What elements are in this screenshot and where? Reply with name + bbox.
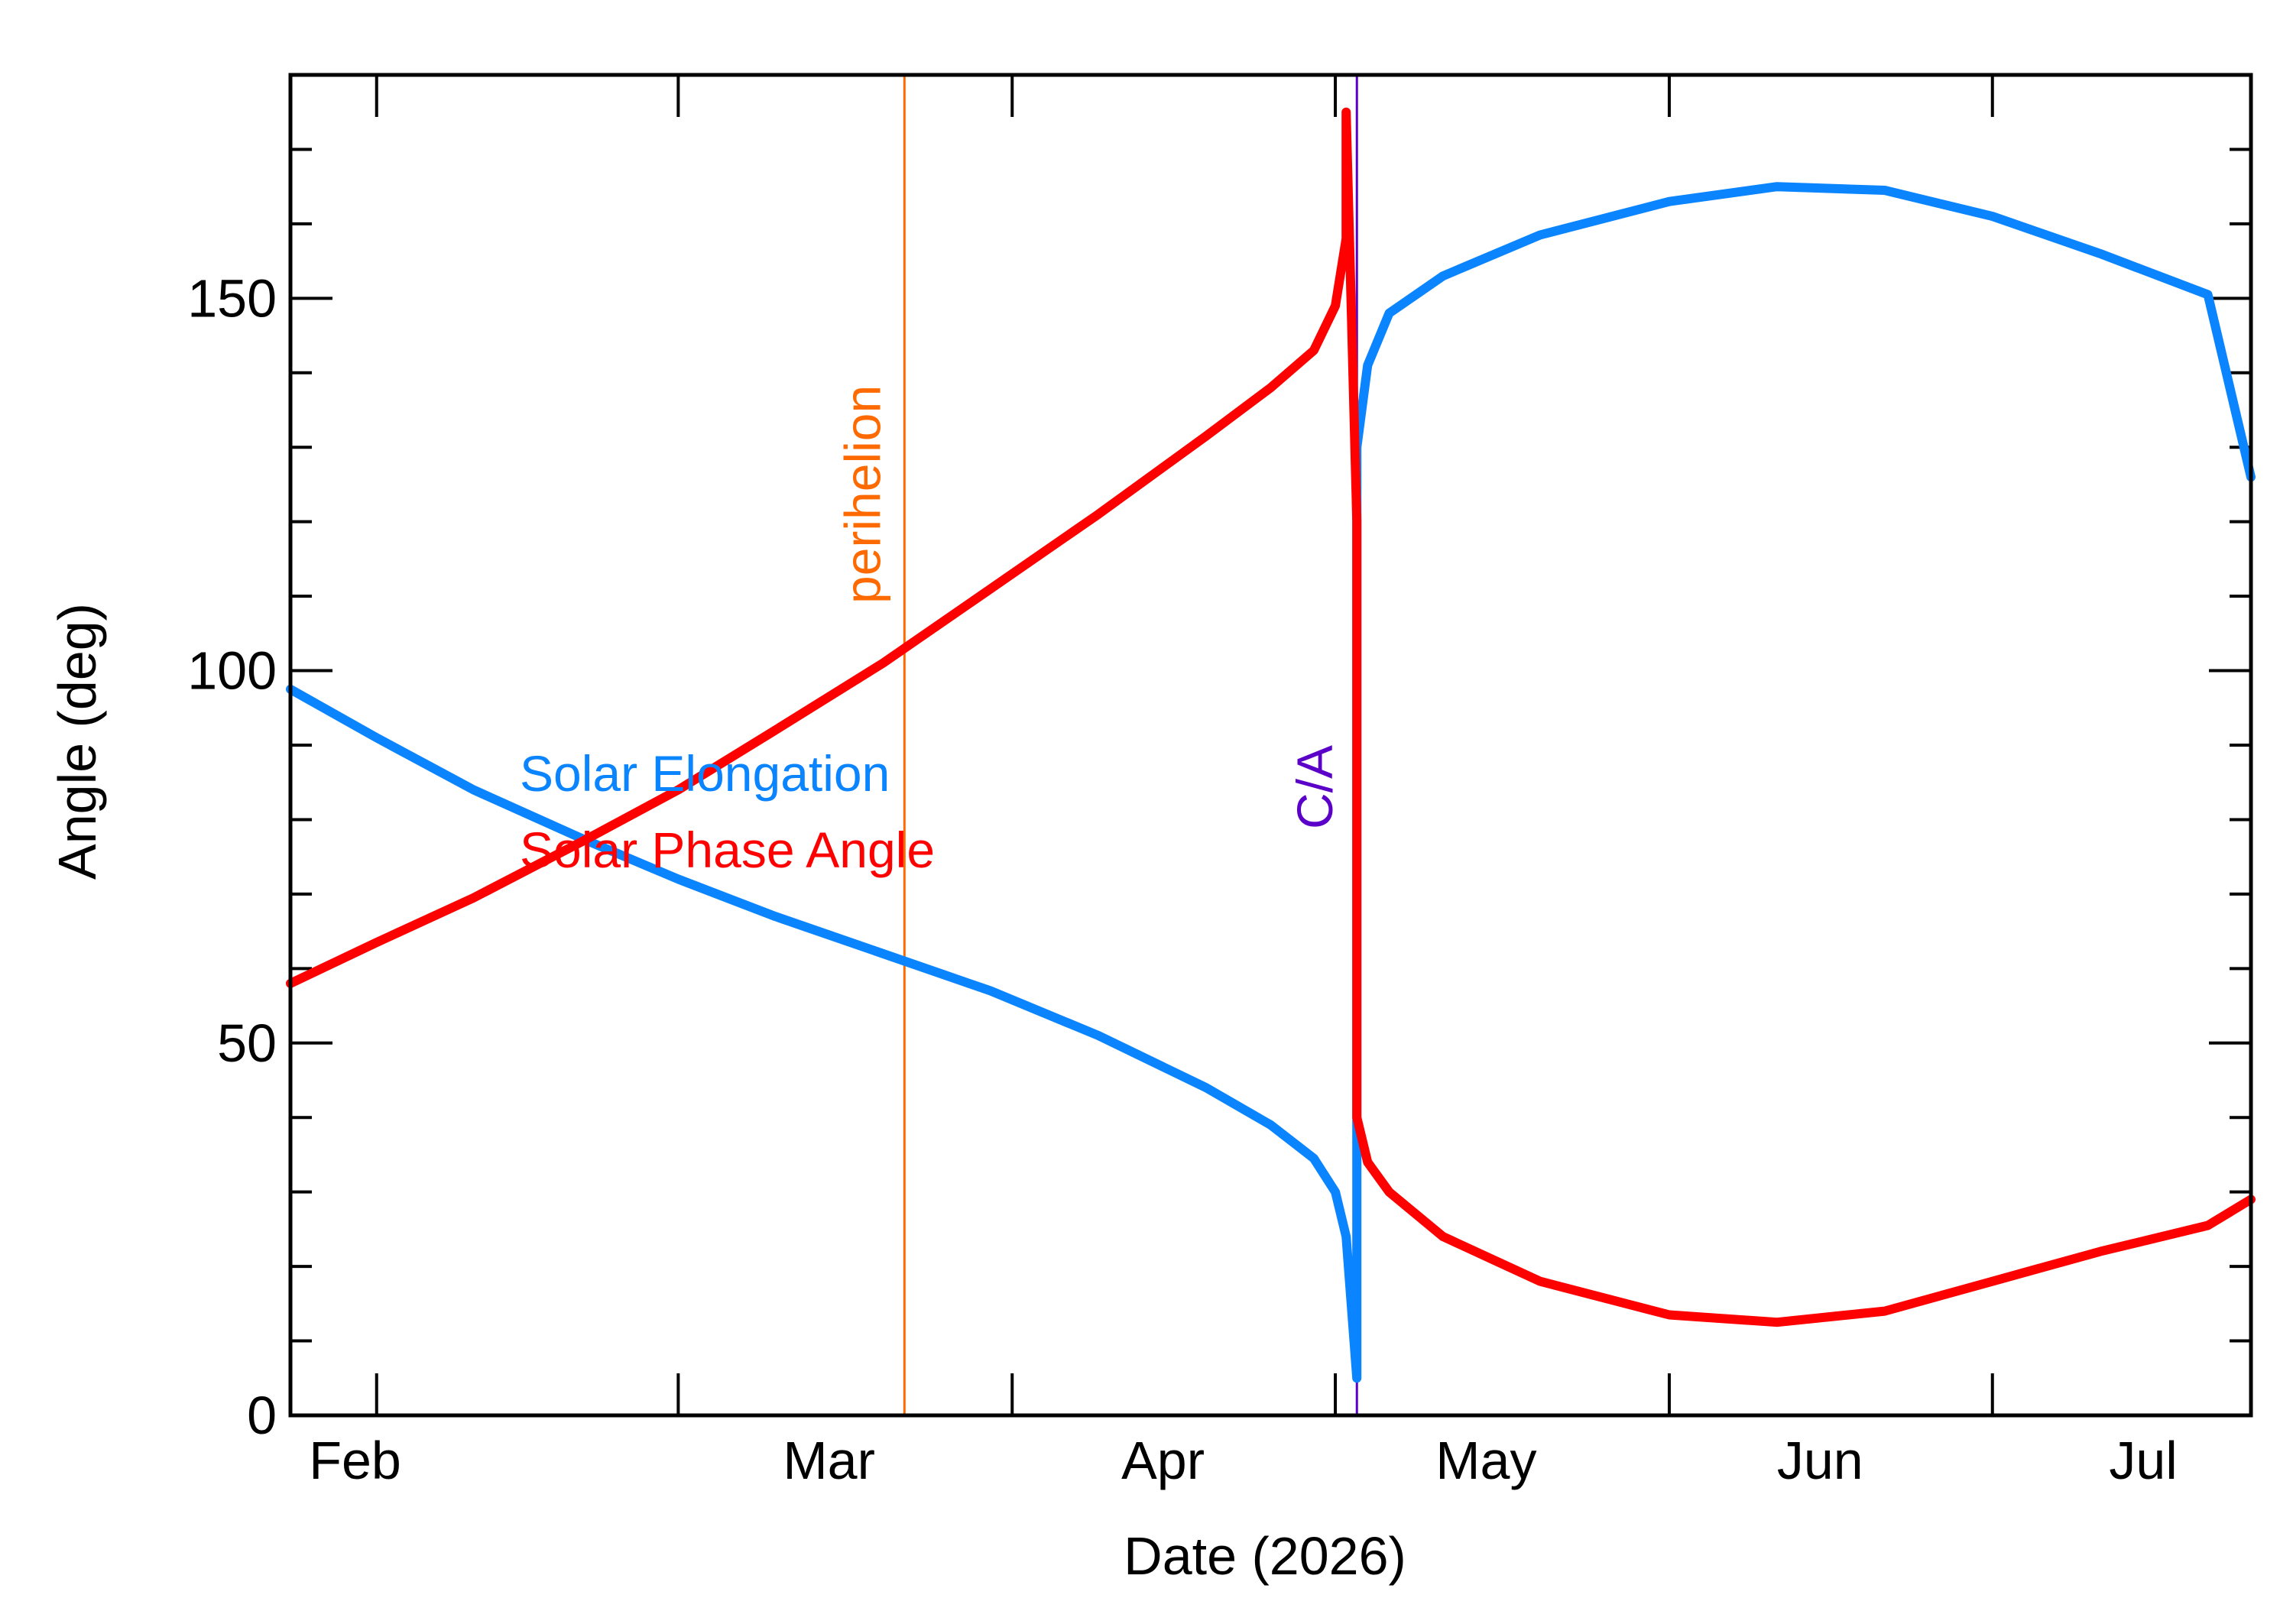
y-axis-title: Angle (deg) xyxy=(47,603,107,880)
x-tick-label: Jun xyxy=(1777,1431,1863,1490)
series-lines xyxy=(286,107,2256,1383)
x-tick-label: Mar xyxy=(783,1431,875,1490)
legend-entry-solar-phase-angle: Solar Phase Angle xyxy=(520,822,935,878)
x-tick-label: Jul xyxy=(2109,1431,2177,1490)
legend-entry-solar-elongation: Solar Elongation xyxy=(520,745,890,802)
y-tick-label: 150 xyxy=(187,268,277,328)
x-tick-label: May xyxy=(1435,1431,1536,1490)
y-tick-label: 50 xyxy=(217,1013,277,1073)
x-tick-label: Feb xyxy=(309,1431,401,1490)
series-line xyxy=(286,107,2256,1327)
y-tick-label: 100 xyxy=(187,641,277,701)
y-tick-label: 0 xyxy=(247,1386,277,1445)
x-axis-title: Date (2026) xyxy=(1124,1526,1406,1586)
tick-labels: 0 50 100 150 Feb Mar Apr May Jun Jul xyxy=(187,268,2178,1490)
series-line xyxy=(286,182,2256,1383)
x-tick-label: Apr xyxy=(1121,1431,1205,1490)
legend: Solar Elongation Solar Phase Angle xyxy=(520,745,935,878)
annotation-lines: perihelion C/A xyxy=(834,75,1358,1415)
plot-frame xyxy=(288,73,2253,1418)
annotation-label: perihelion xyxy=(834,385,890,604)
annotation-label: C/A xyxy=(1286,745,1343,829)
